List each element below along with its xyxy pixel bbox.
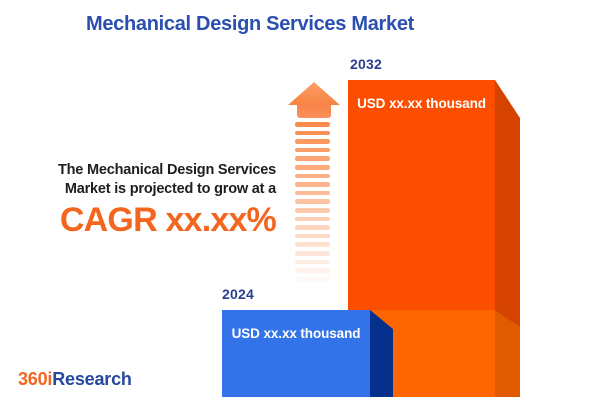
growth-arrow-stripe (295, 165, 330, 170)
growth-arrow-stripe (295, 216, 330, 222)
growth-arrow-stripe (295, 242, 330, 247)
growth-arrow-stripe (295, 182, 330, 187)
brand-logo-360i: 360i (18, 369, 53, 389)
bar-2024-year-label: 2024 (222, 286, 254, 302)
intro-line-2: Market is projected to grow at a (64, 180, 276, 197)
growth-arrow-stripe (295, 225, 330, 230)
growth-arrow-stripe (295, 251, 330, 256)
growth-arrow-stripe (295, 173, 330, 179)
bar-2032-lower-side (495, 310, 520, 397)
bar-2024-side (370, 310, 393, 397)
growth-arrow-neck (297, 104, 331, 118)
growth-arrow-stripe (295, 156, 330, 161)
growth-arrow-stripe (295, 268, 330, 273)
growth-arrow-stripe (295, 259, 330, 265)
growth-arrow-stripe (295, 233, 330, 239)
bar-2024-face (222, 310, 370, 397)
growth-arrow-head (288, 82, 340, 105)
growth-arrow-stripe (295, 147, 330, 153)
bar-2032-value-label: USD xx.xx thousand (357, 96, 486, 111)
growth-arrow-stripe (295, 276, 330, 282)
growth-arrow-stripe (295, 130, 330, 136)
growth-arrow-stripe (295, 190, 330, 196)
growth-arrow-stripes (295, 122, 330, 292)
growth-arrow-stripe (295, 139, 330, 144)
bar-2032-year-label: 2032 (350, 56, 382, 72)
brand-logo: 360iResearch (18, 369, 132, 390)
page-title: Mechanical Design Services Market (85, 13, 415, 35)
brand-logo-research: Research (52, 369, 132, 389)
intro-text-block: The Mechanical Design Services Market is… (0, 161, 277, 239)
intro-line-1: The Mechanical Design Services (57, 162, 276, 178)
growth-arrow-stripe (295, 199, 330, 204)
cagr-value: CAGR xx.xx% (59, 201, 277, 239)
bar-2024-value-label: USD xx.xx thousand (231, 326, 361, 341)
growth-arrow-stripe (295, 208, 330, 213)
growth-arrow-icon (288, 82, 340, 292)
growth-arrow-stripe (295, 122, 330, 127)
